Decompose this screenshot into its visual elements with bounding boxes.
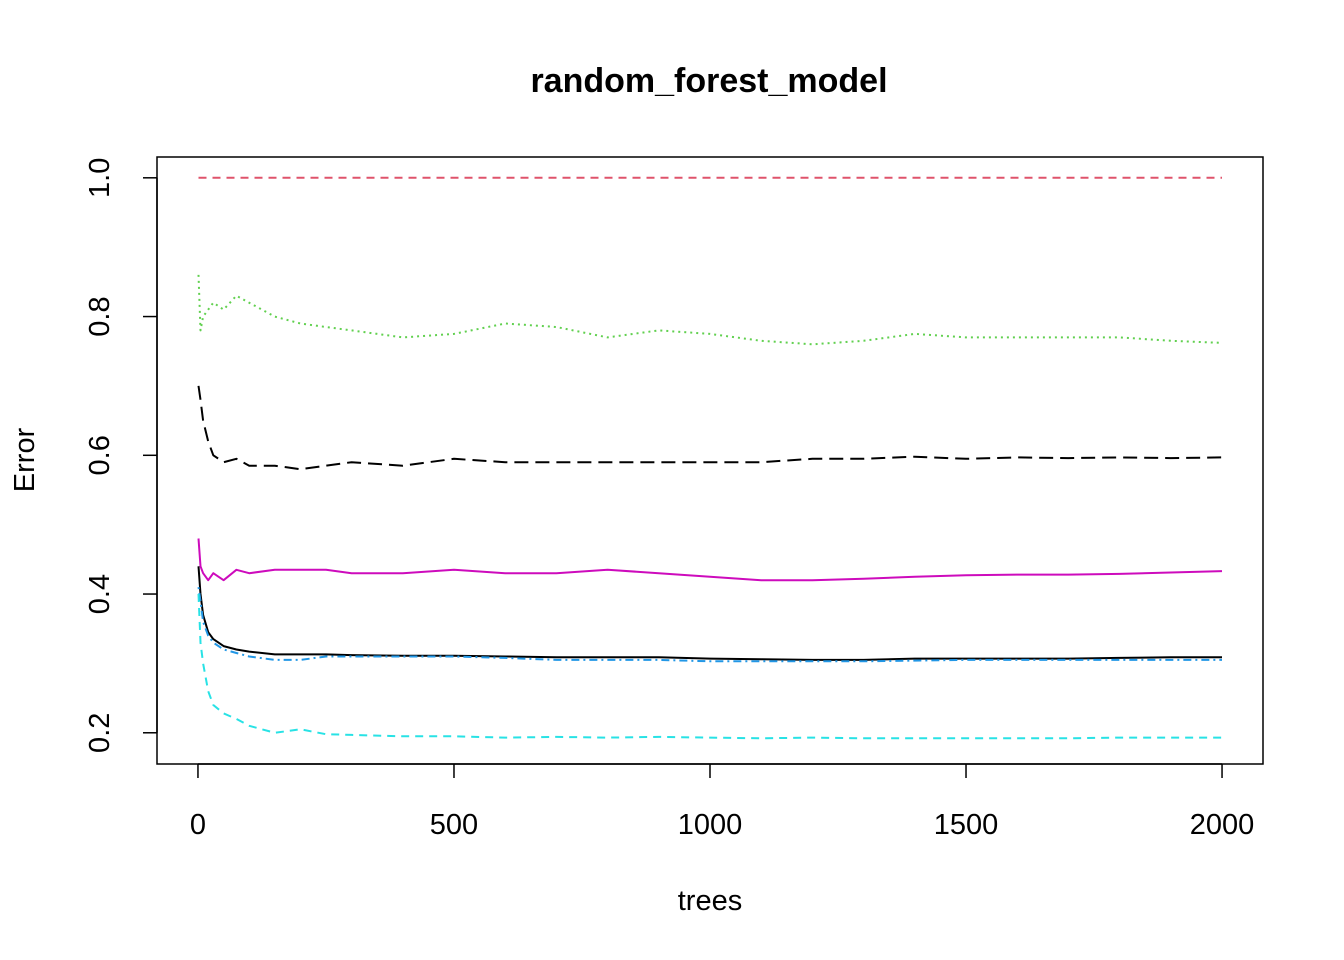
y-tick-label: 0.6 xyxy=(84,435,116,475)
series-line-7 xyxy=(197,593,1222,740)
y-tick-label: 0.4 xyxy=(84,574,116,614)
series-line-5 xyxy=(197,566,1222,661)
x-tick-label: 2000 xyxy=(1190,809,1255,841)
series-line-2 xyxy=(197,274,1223,346)
x-tick-label: 1500 xyxy=(934,809,999,841)
x-tick-label: 0 xyxy=(190,809,206,841)
series-layer xyxy=(197,176,1223,740)
series-line-6 xyxy=(197,586,1222,663)
x-tick-label: 500 xyxy=(430,809,478,841)
x-tick-label: 1000 xyxy=(678,809,743,841)
x-axis: 0 500 1000 1500 2000 xyxy=(190,763,1255,841)
y-tick-label: 0.2 xyxy=(84,713,116,753)
y-tick-label: 1.0 xyxy=(84,158,116,198)
plot-frame xyxy=(156,156,1264,765)
y-axis-label: Error xyxy=(9,427,41,492)
series-line-4 xyxy=(197,538,1223,582)
series-line-3 xyxy=(197,385,1223,471)
y-axis: 0.2 0.4 0.6 0.8 1.0 xyxy=(84,158,158,753)
y-tick-label: 0.8 xyxy=(84,296,116,336)
x-axis-label: trees xyxy=(678,885,742,917)
chart-title: random_forest_model xyxy=(530,62,887,100)
